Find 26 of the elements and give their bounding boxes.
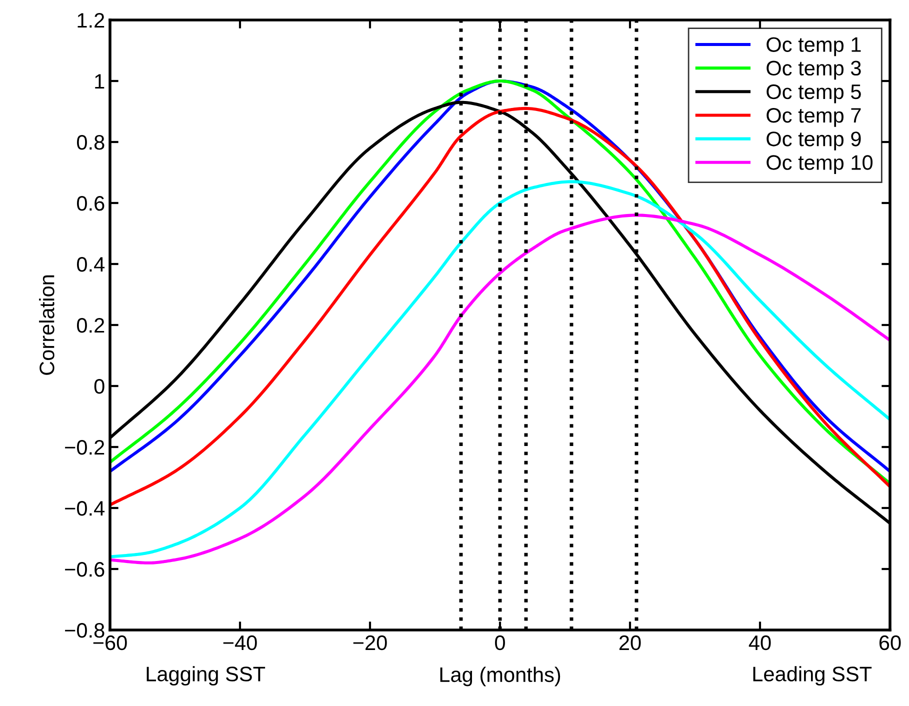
x-tick-label: −20 [353, 635, 387, 650]
y-tick-label: −0.2 [65, 440, 104, 455]
legend-label: Oc temp 9 [766, 132, 861, 150]
y-tick-label: 1.2 [78, 13, 104, 28]
y-tick-label: 0 [94, 379, 104, 394]
y-tick-label: 1 [95, 74, 104, 89]
y-tick-label: 0.8 [76, 135, 104, 150]
y-tick-label: −0.6 [65, 562, 104, 577]
y-tick-label: 0.2 [76, 318, 104, 333]
legend-label: Oc temp 5 [766, 84, 861, 104]
legend-label: Oc temp 1 [766, 37, 861, 56]
y-tick-label: 0.6 [76, 196, 104, 211]
x-tick-label: 20 [619, 635, 641, 650]
x-tick-label: 60 [879, 635, 901, 650]
y-axis-title: Correlation [39, 275, 54, 375]
legend-label: Oc temp 3 [766, 60, 861, 80]
legend-label: Oc temp 10 [766, 155, 873, 174]
y-tick-label: 0.4 [76, 257, 105, 272]
x-tick-label: 0 [495, 635, 505, 650]
x-tick-label: −40 [223, 635, 257, 650]
legend-label: Oc temp 7 [766, 108, 861, 127]
text: Leading SST [753, 666, 872, 686]
text: Lagging SST [146, 666, 266, 686]
y-tick-label: −0.4 [65, 501, 105, 516]
x-axis-title: Lag (months) [440, 666, 560, 686]
x-tick-label: 40 [748, 635, 771, 650]
